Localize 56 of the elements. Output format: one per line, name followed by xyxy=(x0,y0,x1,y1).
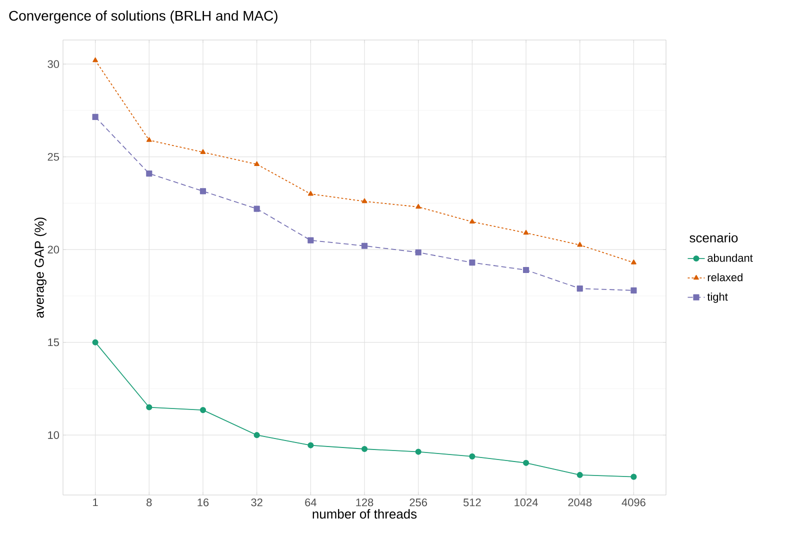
point xyxy=(254,432,260,438)
point xyxy=(576,286,583,292)
y-tick-label: 15 xyxy=(48,338,60,346)
x-tick-label: 1024 xyxy=(514,498,538,506)
x-tick-label: 512 xyxy=(463,498,481,506)
point xyxy=(146,137,152,142)
point xyxy=(308,190,314,196)
y-tick-label: 25 xyxy=(48,152,60,161)
y-axis-title: average GAP (%) xyxy=(34,218,46,318)
point xyxy=(415,249,422,256)
legend-label: abundant xyxy=(708,254,753,262)
point xyxy=(308,237,314,244)
point xyxy=(200,188,206,194)
point xyxy=(630,287,637,294)
point xyxy=(415,448,422,455)
point xyxy=(254,161,260,166)
legend-label: relaxed xyxy=(708,273,742,282)
point xyxy=(523,230,529,235)
point xyxy=(469,260,476,266)
y-tick-label: 20 xyxy=(48,246,60,254)
x-tick-label: 64 xyxy=(305,498,316,506)
chart-title: Convergence of solutions (BRLH and MAC) xyxy=(9,10,278,24)
point xyxy=(577,242,583,247)
point xyxy=(362,198,368,204)
point xyxy=(361,446,368,452)
y-tick-label: 30 xyxy=(48,60,60,68)
point xyxy=(200,149,206,154)
legend-title: scenario xyxy=(690,232,738,242)
point xyxy=(522,460,530,466)
x-tick-label: 1 xyxy=(93,498,98,506)
point xyxy=(630,474,637,480)
x-tick-label: 4096 xyxy=(622,498,646,506)
point xyxy=(200,407,206,414)
point xyxy=(146,404,152,410)
point xyxy=(308,442,314,448)
x-tick-label: 256 xyxy=(410,498,427,506)
point xyxy=(146,170,152,177)
point xyxy=(92,114,98,120)
point xyxy=(469,218,475,224)
point xyxy=(254,206,260,212)
legend-label: tight xyxy=(707,292,728,303)
point xyxy=(416,204,422,209)
x-tick-label: 32 xyxy=(251,498,262,506)
x-tick-label: 2048 xyxy=(568,498,592,506)
point xyxy=(522,266,530,274)
y-tick-label: 10 xyxy=(48,431,60,439)
point xyxy=(631,260,636,264)
x-tick-label: 128 xyxy=(356,498,374,506)
point xyxy=(361,242,368,249)
point xyxy=(92,339,98,346)
x-tick-label: 8 xyxy=(146,498,152,506)
point xyxy=(92,57,98,62)
x-tick-label: 16 xyxy=(198,498,209,506)
point xyxy=(576,472,583,478)
x-axis-title: number of threads xyxy=(312,509,417,519)
point xyxy=(469,453,476,460)
